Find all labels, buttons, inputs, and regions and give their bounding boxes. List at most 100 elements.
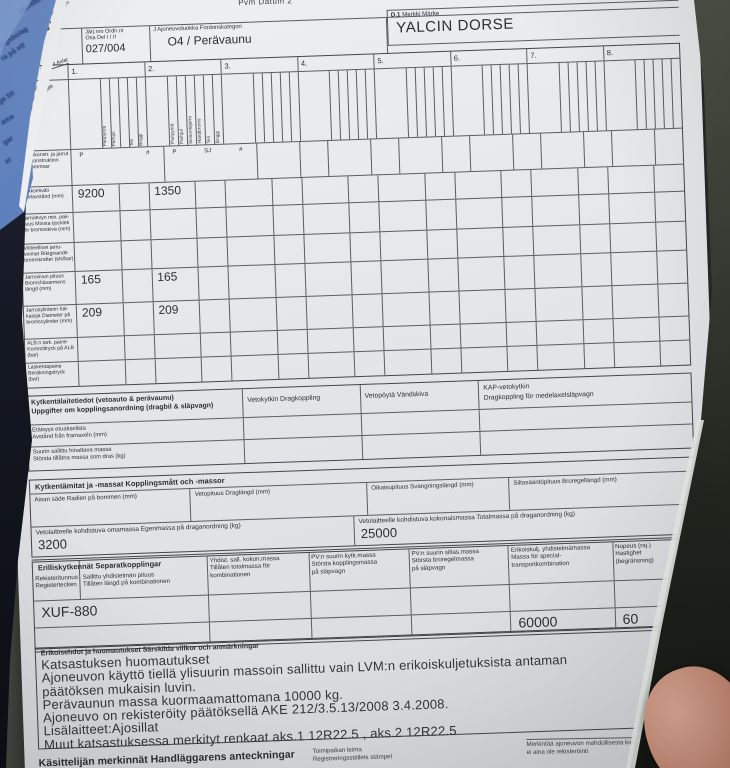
axle-cell: [72, 210, 150, 242]
strip-spacer: [604, 60, 637, 130]
axle-value-cell: [307, 328, 353, 353]
axle-value-cell: 209: [81, 305, 103, 320]
axle-row-label-line: (bar): [27, 352, 39, 360]
axle-column-number: 7.: [530, 50, 537, 60]
make-box: D.1 Merkki Märke YALCIN DORSE: [386, 0, 680, 46]
header-vetopoyta-cell: Vetopöytä Vändskiva: [359, 380, 480, 414]
axle-value-cell: [228, 265, 275, 299]
axle-cell: [229, 329, 308, 356]
axle-subcell: [578, 224, 610, 254]
axle-value-cell: [384, 326, 430, 351]
axle-subcell: [276, 329, 308, 354]
axle-value-cell: 1350: [154, 183, 182, 199]
axle-subcell: [424, 199, 456, 230]
wheel-strip-group-2: Paripyörä Parhjul Seisontajarru Handbroms Te…: [144, 74, 224, 147]
axle-subcell: [506, 345, 538, 371]
axle-row-label-line: (bar): [28, 376, 40, 384]
axle-value-cell: [461, 347, 507, 373]
axle-value-cell: [610, 223, 656, 253]
wheel-strip-label: Paripyörä: [170, 123, 176, 145]
axle-value-cell: 165: [80, 272, 102, 287]
axle-row-label: Viitteelliset jarru-voimat Riktgivande br…: [22, 243, 75, 273]
axle-subcell: [199, 332, 231, 357]
wheel-strip-label: Teli: [130, 138, 136, 146]
axle-row-label-line: längd (mm): [25, 286, 52, 294]
axle-value-cell: [155, 358, 201, 384]
axle-value-cell: [227, 236, 273, 266]
axle-subcell: [580, 286, 613, 320]
wheel-strip-label: Paripyörä: [102, 126, 109, 147]
brake-mark: P: [79, 152, 84, 159]
axle-cell: [612, 316, 690, 343]
sep-header-line: Registertecken: [35, 581, 77, 590]
axle-cell: [459, 321, 537, 348]
axle-row-label: ALB:n tark. paine Kontrolltryck på ALB (ba…: [25, 338, 78, 363]
axle-cell: [454, 196, 533, 229]
axle-subcell: [200, 356, 232, 382]
axle-cell: [534, 286, 613, 321]
order-number-box: Järj.nro Ordn.nr Osa Del I / II 027/004: [81, 26, 152, 65]
axle-row-label-line: bromscylinder (mm): [26, 318, 73, 327]
wheel-strip-group-6: [450, 64, 529, 136]
axle-subcell: [512, 133, 542, 170]
axle-subcell: [576, 167, 608, 195]
axle-subcell: [505, 321, 537, 346]
axle-subcell: [370, 138, 400, 175]
axle-value-cell: [381, 260, 428, 294]
axle-subcell: [119, 210, 150, 241]
axle-subcell: [270, 177, 302, 206]
axle-subcell: [657, 283, 689, 317]
axle-value-cell: [458, 257, 505, 291]
axle-cell: [224, 177, 302, 207]
axle-subcell: [124, 359, 155, 385]
axle-value-cell: [304, 233, 350, 263]
axle-cell: [302, 232, 381, 263]
axle-cell: [608, 221, 687, 253]
axle-cell: [453, 169, 532, 199]
sep-row1-col-5: [409, 584, 511, 615]
axle-cell: [610, 283, 689, 319]
axle-subcell: [658, 316, 690, 341]
empty-cell: [361, 431, 481, 460]
axle-value-cell: [612, 130, 656, 166]
axle-column-number: 2.: [147, 64, 155, 74]
axle-column-5: 5.: [373, 51, 451, 69]
axle-cell: [459, 345, 538, 373]
axle-value-cell: [308, 352, 354, 378]
wheel-strip-group-8: [603, 58, 682, 131]
sep-row1-col-3: [207, 591, 311, 622]
axle-value-cell: [305, 262, 352, 296]
axle-cell: [153, 332, 231, 359]
axle-value-cell: [541, 132, 585, 168]
axle-subcell: [656, 250, 688, 284]
brake-mark: P: [172, 149, 177, 156]
empty-cell: [242, 414, 362, 440]
axle-value-cell: 209: [158, 302, 179, 318]
axle-subcell: [277, 353, 308, 379]
axle-cell: [76, 335, 155, 361]
axle-subcell: [348, 202, 380, 233]
axle-subcell: [198, 299, 230, 333]
axle-value-cell: [460, 323, 506, 348]
date-fragment: Pvm Datum 2: [238, 0, 293, 8]
axle-cell: [382, 324, 460, 351]
axle-cell: 1350: [148, 180, 226, 210]
strip-spacer: [375, 68, 408, 138]
axle-subcell: [118, 183, 149, 211]
axle-subcell: [121, 269, 153, 303]
axle-value-cell: [534, 254, 581, 288]
axle-cell: [530, 167, 608, 196]
axle-corner-cell: Akselit Axlar: [15, 56, 70, 81]
axle-value-cell: [459, 290, 506, 324]
axle-value-cell: [232, 355, 278, 381]
axle-cell: [455, 226, 534, 258]
wheel-strip-group-5: [373, 66, 453, 139]
footnote: Merkintää ajoneuvon mahdollisesta kiinni…: [526, 736, 697, 758]
axle-column-3: 3.: [220, 57, 298, 74]
axle-cell: [77, 359, 155, 386]
axle-cell: 165: [151, 266, 229, 302]
axle-cell: [398, 136, 471, 174]
wheel-strip-label: Boggi: [138, 133, 145, 146]
axle-cell: [228, 296, 307, 332]
strip-spacer: [69, 79, 102, 149]
